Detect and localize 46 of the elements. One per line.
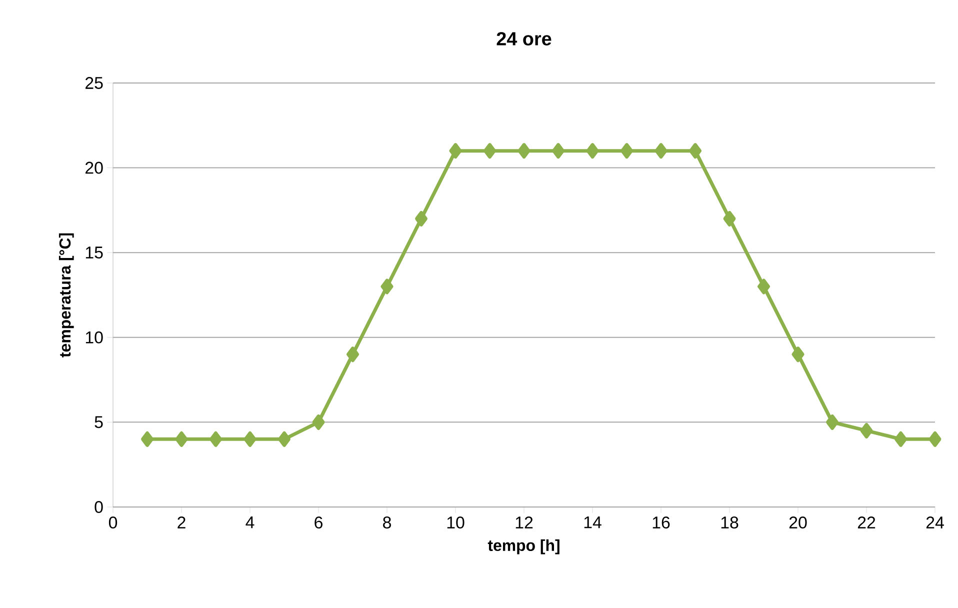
point (278, 431, 291, 447)
y-tick-label: 15 (86, 246, 103, 258)
x-tick-label: 14 (584, 516, 602, 528)
point (860, 422, 873, 438)
point (175, 431, 188, 447)
x-tick-label: 24 (926, 516, 944, 528)
point (894, 431, 908, 447)
x-axis-title: tempo [h] (488, 539, 560, 554)
point (244, 431, 256, 447)
x-tick-label: 22 (858, 516, 876, 528)
point (210, 431, 222, 447)
y-tick-label: 0 (94, 500, 103, 513)
y-tick-label: 25 (86, 76, 103, 89)
x-tick-label: 18 (721, 516, 738, 529)
point (484, 143, 496, 159)
point (586, 143, 599, 159)
chart-title: 24 ore (496, 32, 552, 46)
y-tick-label: 10 (86, 331, 103, 344)
point (518, 143, 530, 159)
point (792, 346, 804, 362)
x-tick-label: 2 (178, 516, 186, 528)
x-tick-label: 8 (383, 516, 391, 529)
point (312, 414, 325, 430)
point (654, 143, 668, 159)
x-tick-label: 4 (246, 516, 254, 528)
point (141, 431, 154, 447)
point (758, 278, 770, 294)
y-axis-title: temperatura [°C] (58, 233, 74, 358)
point (928, 431, 942, 447)
point (552, 143, 565, 159)
point (346, 346, 360, 362)
x-tick-label: 0 (108, 516, 118, 529)
x-tick-label: 12 (516, 516, 533, 528)
x-tick-label: 20 (789, 516, 807, 529)
point (620, 143, 634, 159)
point (449, 143, 462, 159)
point (826, 414, 839, 430)
point (415, 210, 428, 226)
x-tick-label: 6 (314, 516, 322, 529)
point (723, 210, 736, 226)
x-tick-label: 16 (652, 516, 670, 529)
point (689, 143, 702, 159)
x-tick-label: 10 (447, 516, 464, 529)
y-tick-label: 20 (86, 162, 103, 174)
y-tick-label: 5 (94, 416, 103, 428)
point (380, 278, 394, 294)
